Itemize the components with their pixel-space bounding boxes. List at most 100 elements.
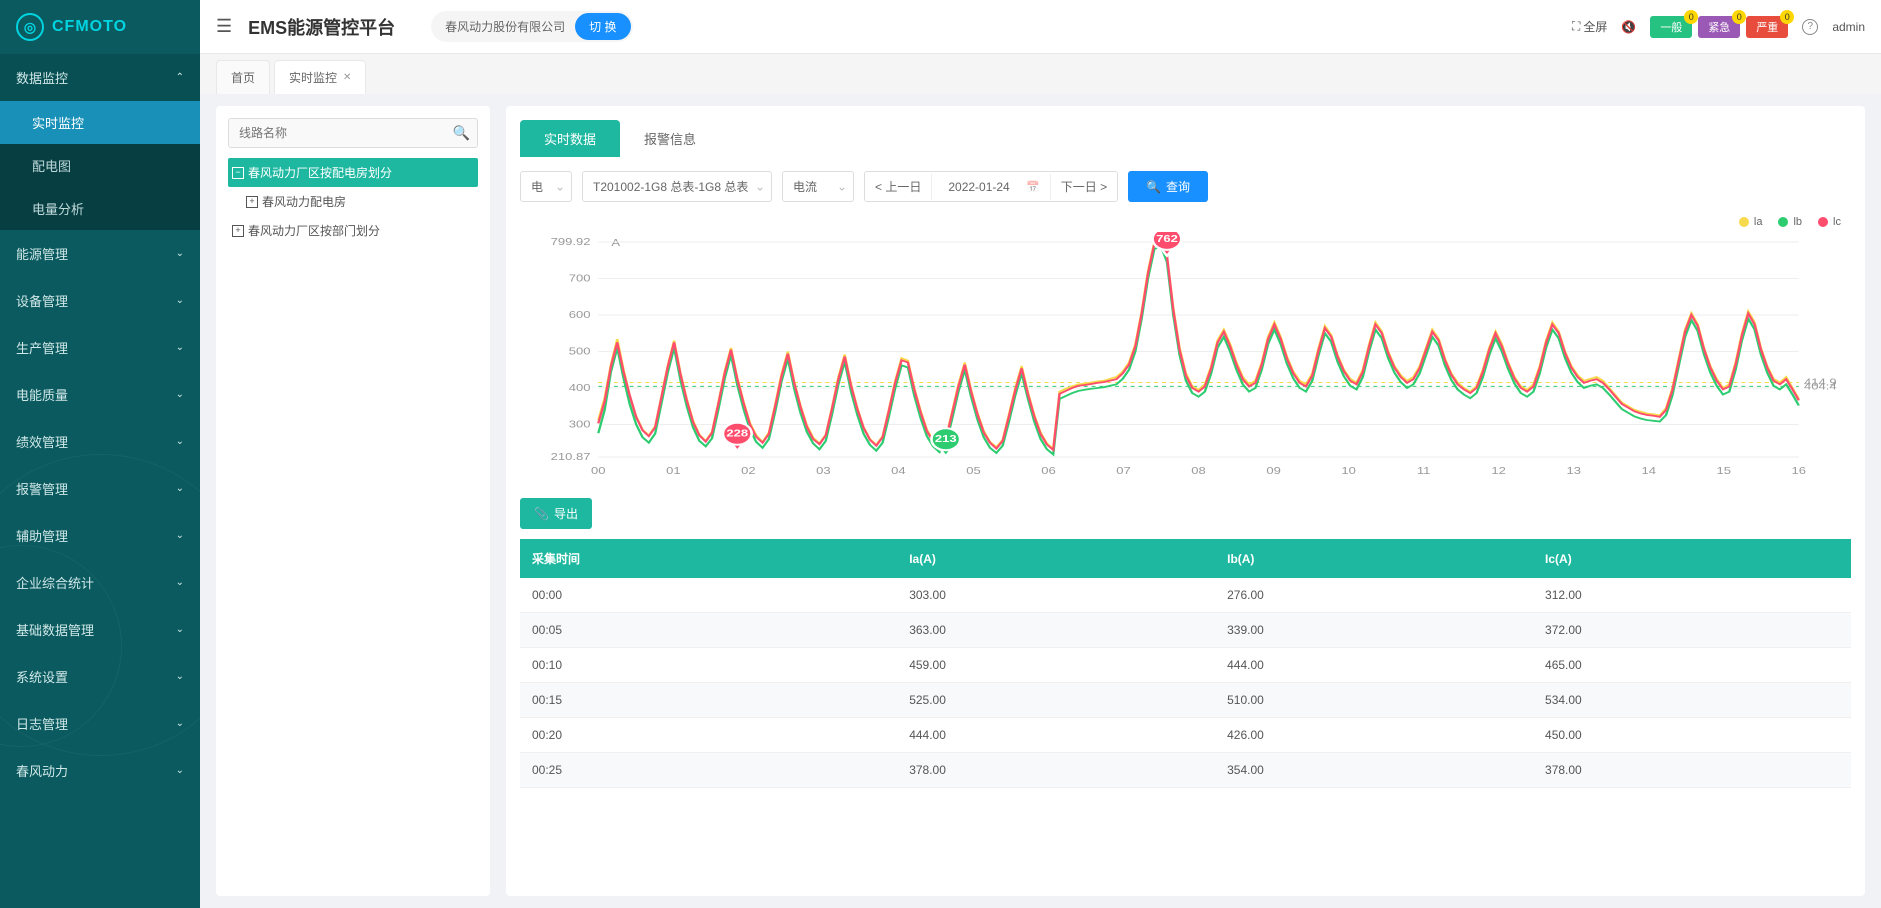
svg-text:300: 300 [569,419,591,430]
sidebar-item[interactable]: 数据监控⌃ [0,54,200,101]
filter-bar: 电 T201002-1G8 总表-1G8 总表 电流 < 上一日 2022-01… [520,171,1851,202]
svg-text:02: 02 [741,465,756,476]
table-header: Ia(A) [897,539,1215,578]
panel-tab[interactable]: 报警信息 [620,120,720,157]
svg-text:00: 00 [591,465,606,476]
alert-badge[interactable]: 紧急0 [1698,16,1740,38]
date-navigator: < 上一日 2022-01-24 下一日 > [864,171,1118,202]
svg-text:228: 228 [726,428,748,439]
svg-text:04: 04 [891,465,906,476]
device-select[interactable]: T201002-1G8 总表-1G8 总表 [582,171,772,202]
close-icon[interactable]: ✕ [343,72,351,83]
tree-node[interactable]: + 春风动力厂区按部门划分 [228,216,478,245]
switch-company-button[interactable]: 切 换 [575,13,630,40]
sidebar-item[interactable]: 辅助管理⌄ [0,512,200,559]
tree-panel: 🔍 − 春风动力厂区按配电房划分+ 春风动力配电房+ 春风动力厂区按部门划分 [216,106,490,896]
chart-container: lalblc A210.87300400500600700799.9200010… [520,216,1851,482]
page-tabs: 首页实时监控✕ [200,54,1881,94]
sidebar: ◎ CFMOTO 数据监控⌃实时监控配电图电量分析能源管理⌄设备管理⌄生产管理⌄… [0,0,200,908]
line-tree: − 春风动力厂区按配电房划分+ 春风动力配电房+ 春风动力厂区按部门划分 [228,158,478,245]
svg-text:A: A [611,237,620,248]
energy-type-select[interactable]: 电 [520,171,572,202]
svg-text:14: 14 [1641,465,1656,476]
help-icon[interactable]: ? [1802,19,1818,35]
legend-item[interactable]: lc [1818,216,1841,228]
svg-text:404.4: 404.4 [1804,381,1837,392]
fullscreen-button[interactable]: ⛶ 全屏 [1572,18,1607,35]
table-header: Ic(A) [1533,539,1851,578]
page-tab[interactable]: 实时监控✕ [274,60,366,94]
tree-search-input[interactable] [228,118,478,148]
legend-item[interactable]: lb [1778,216,1802,228]
svg-text:08: 08 [1191,465,1206,476]
tree-node[interactable]: − 春风动力厂区按配电房划分 [228,158,478,187]
svg-text:15: 15 [1717,465,1732,476]
company-name: 春风动力股份有限公司 [445,18,565,35]
export-button[interactable]: 📎 导出 [520,498,592,529]
svg-text:213: 213 [935,434,957,445]
mute-icon[interactable]: 🔇 [1621,20,1636,34]
svg-text:799.92: 799.92 [551,236,591,247]
query-button[interactable]: 🔍 查询 [1128,171,1208,202]
search-icon[interactable]: 🔍 [453,125,470,142]
company-selector: 春风动力股份有限公司 切 换 [431,11,632,42]
table-row: 00:10459.00444.00465.00 [520,648,1851,683]
sidebar-sub-item[interactable]: 配电图 [0,144,200,187]
user-name[interactable]: admin [1832,20,1865,34]
svg-text:13: 13 [1566,465,1581,476]
svg-text:400: 400 [569,382,591,393]
brand-text: CFMOTO [52,18,127,36]
header: ☰ EMS能源管控平台 春风动力股份有限公司 切 换 ⛶ 全屏 🔇 一般0 紧急0… [200,0,1881,54]
metric-select[interactable]: 电流 [782,171,854,202]
table-row: 00:05363.00339.00372.00 [520,613,1851,648]
collapse-sidebar-icon[interactable]: ☰ [216,16,232,37]
table-header: 采集时间 [520,539,897,578]
table-row: 00:25378.00354.00378.00 [520,753,1851,788]
svg-text:12: 12 [1491,465,1506,476]
page-tab[interactable]: 首页 [216,60,270,94]
sidebar-item[interactable]: 绩效管理⌄ [0,418,200,465]
app-title: EMS能源管控平台 [248,14,395,40]
sidebar-item[interactable]: 报警管理⌄ [0,465,200,512]
table-row: 00:15525.00510.00534.00 [520,683,1851,718]
panel-tabs: 实时数据报警信息 [520,120,1851,157]
svg-text:05: 05 [966,465,981,476]
svg-text:01: 01 [666,465,681,476]
sidebar-item[interactable]: 企业综合统计⌄ [0,559,200,606]
svg-text:500: 500 [569,346,591,357]
alert-badge[interactable]: 严重0 [1746,16,1788,38]
next-day-button[interactable]: 下一日 > [1051,172,1117,201]
brand-icon: ◎ [16,13,44,41]
svg-text:700: 700 [569,273,591,284]
data-panel: 实时数据报警信息 电 T201002-1G8 总表-1G8 总表 电流 < 上一… [506,106,1865,896]
sidebar-item[interactable]: 设备管理⌄ [0,277,200,324]
brand-logo: ◎ CFMOTO [0,0,200,54]
svg-text:07: 07 [1116,465,1131,476]
table-row: 00:00303.00276.00312.00 [520,578,1851,613]
sidebar-item[interactable]: 日志管理⌄ [0,700,200,747]
panel-tab[interactable]: 实时数据 [520,120,620,157]
data-table: 采集时间Ia(A)Ib(A)Ic(A)00:00303.00276.00312.… [520,539,1851,788]
tree-node[interactable]: + 春风动力配电房 [228,187,478,216]
svg-text:11: 11 [1417,465,1431,476]
nav-menu: 数据监控⌃实时监控配电图电量分析能源管理⌄设备管理⌄生产管理⌄电能质量⌄绩效管理… [0,54,200,794]
sidebar-item[interactable]: 系统设置⌄ [0,653,200,700]
sidebar-item[interactable]: 基础数据管理⌄ [0,606,200,653]
sidebar-sub-item[interactable]: 实时监控 [0,101,200,144]
sidebar-item[interactable]: 能源管理⌄ [0,230,200,277]
svg-text:16: 16 [1792,465,1807,476]
svg-text:10: 10 [1341,465,1356,476]
svg-text:09: 09 [1266,465,1281,476]
sidebar-sub-item[interactable]: 电量分析 [0,187,200,230]
table-row: 00:20444.00426.00450.00 [520,718,1851,753]
table-header: Ib(A) [1215,539,1533,578]
alert-badge[interactable]: 一般0 [1650,16,1692,38]
sidebar-item[interactable]: 春风动力⌄ [0,747,200,794]
prev-day-button[interactable]: < 上一日 [865,172,931,201]
svg-text:762: 762 [1156,233,1178,244]
date-display[interactable]: 2022-01-24 [931,174,1050,200]
sidebar-item[interactable]: 生产管理⌄ [0,324,200,371]
legend-item[interactable]: la [1739,216,1763,228]
svg-text:06: 06 [1041,465,1056,476]
sidebar-item[interactable]: 电能质量⌄ [0,371,200,418]
